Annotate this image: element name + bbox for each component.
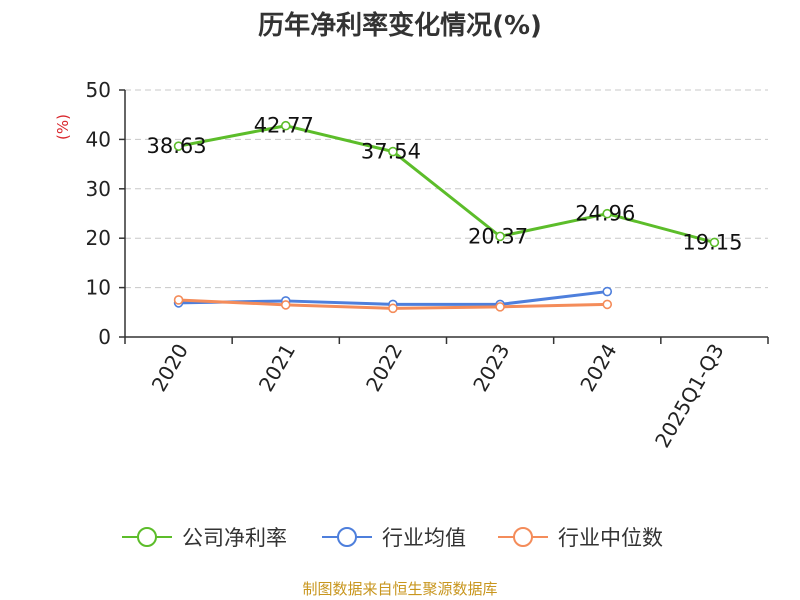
legend-label: 公司净利率 xyxy=(182,526,287,550)
grid-lines xyxy=(125,89,768,289)
data-point xyxy=(602,286,613,297)
data-label: 19.15 xyxy=(682,230,742,254)
data-point xyxy=(388,303,398,314)
legend: 公司净利率 行业均值 行业中位数 xyxy=(122,526,663,550)
data-point xyxy=(602,208,613,219)
data-label: 38.63 xyxy=(147,134,207,158)
data-point xyxy=(173,141,184,151)
data-point xyxy=(280,120,291,131)
data-point xyxy=(173,295,184,305)
data-point xyxy=(495,302,505,312)
x-tick-label: 2024 xyxy=(575,340,621,396)
x-tick-label: 2022 xyxy=(361,340,407,396)
source-note: 制图数据来自恒生聚源数据库 xyxy=(302,580,497,598)
legend-marker xyxy=(337,527,357,547)
y-tick-label: 0 xyxy=(98,325,111,349)
data-point xyxy=(280,300,291,310)
data-label: 24.96 xyxy=(575,202,635,226)
legend-marker xyxy=(513,527,533,547)
y-tick-label: 40 xyxy=(86,127,111,151)
y-tick-label: 10 xyxy=(86,276,111,300)
data-label: 37.54 xyxy=(361,140,421,164)
chart-title: 历年净利率变化情况(%) xyxy=(258,10,542,41)
series-line-0 xyxy=(178,124,715,244)
series-lines xyxy=(173,120,720,314)
data-labels: 38.63 42.77 37.54 20.37 24.96 19.15 xyxy=(147,114,743,255)
x-tick-label: 2020 xyxy=(147,340,193,396)
y-tick-label: 50 xyxy=(86,78,111,102)
x-tick-label: 2021 xyxy=(254,340,300,396)
y-tick-label: 30 xyxy=(86,177,111,201)
x-tick-label: 2025Q1-Q3 xyxy=(650,340,729,452)
legend-marker xyxy=(137,527,157,547)
y-axis-label: (%) xyxy=(54,114,72,140)
x-tick-label: 2023 xyxy=(468,340,514,396)
data-point xyxy=(495,231,505,242)
data-point xyxy=(709,237,720,248)
data-label: 42.77 xyxy=(254,114,314,138)
data-point xyxy=(602,299,613,310)
legend-label: 行业中位数 xyxy=(558,526,663,550)
data-label: 20.37 xyxy=(468,224,528,248)
y-tick-label: 20 xyxy=(86,226,111,250)
legend-label: 行业均值 xyxy=(382,526,466,550)
data-point xyxy=(388,146,398,157)
